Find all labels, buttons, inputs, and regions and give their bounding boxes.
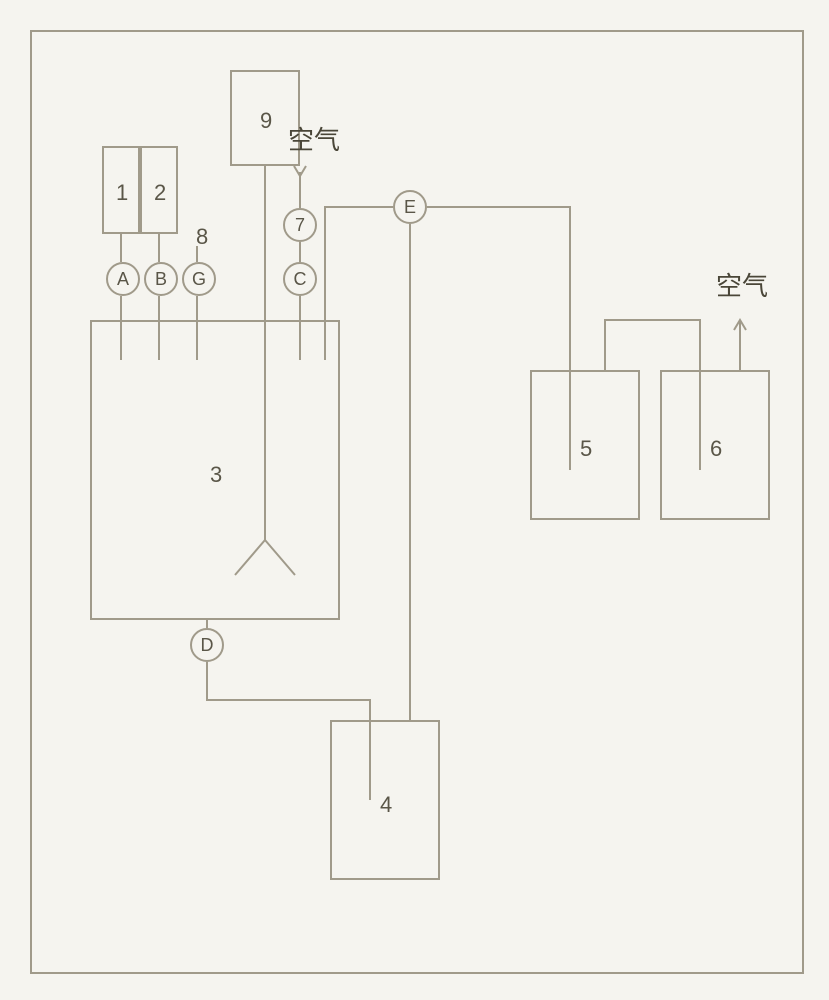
diagram-stage: 1 2 9 3 4 5 6 8 空气 空气 (0, 0, 829, 1000)
node-D: D (190, 628, 224, 662)
node-B: B (144, 262, 178, 296)
connection-lines (0, 0, 829, 1000)
node-E: E (393, 190, 427, 224)
node-G: G (182, 262, 216, 296)
node-7: 7 (283, 208, 317, 242)
node-A: A (106, 262, 140, 296)
node-C: C (283, 262, 317, 296)
